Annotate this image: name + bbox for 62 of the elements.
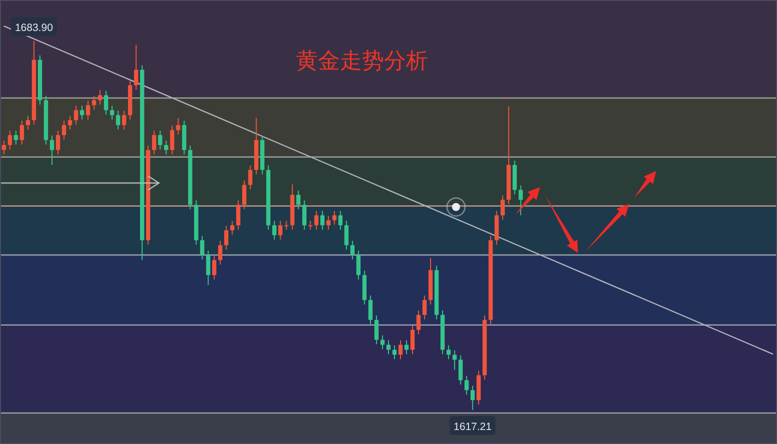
- candlestick: [272, 220, 276, 240]
- candlestick: [8, 130, 12, 150]
- candlestick: [410, 324, 415, 355]
- candlestick: [518, 184, 523, 216]
- candlestick: [404, 340, 409, 355]
- candlestick: [422, 295, 427, 320]
- candlestick: [398, 340, 403, 360]
- candlestick: [332, 210, 337, 226]
- candlestick: [26, 115, 30, 130]
- candlestick: [200, 235, 204, 260]
- candlestick: [236, 200, 240, 230]
- candlestick: [110, 105, 114, 120]
- candlestick: [158, 130, 162, 150]
- candlestick: [14, 130, 18, 145]
- candlestick: [218, 240, 222, 266]
- annotation: 1617.21: [454, 421, 492, 434]
- candlestick: [134, 44, 138, 90]
- candlestick: [2, 140, 6, 155]
- candlestick: [20, 120, 24, 145]
- candlestick: [338, 210, 343, 230]
- candlestick: [56, 130, 60, 155]
- candlestick: [230, 220, 234, 236]
- candlestick: [458, 354, 463, 386]
- candlestick: [68, 115, 72, 130]
- candlestick: [350, 240, 355, 260]
- candlestick: [302, 200, 306, 230]
- candlestick: [86, 100, 90, 120]
- candlestick: [452, 350, 457, 370]
- candlestick: [206, 250, 210, 286]
- candlestick: [416, 310, 421, 335]
- candlestick: [374, 314, 379, 345]
- text: 黄金走势分析: [296, 49, 428, 74]
- candlestick: [242, 180, 246, 210]
- candlestick: [386, 340, 391, 355]
- candlestick: [320, 210, 324, 230]
- candlestick: [104, 90, 108, 116]
- candlestick: [470, 385, 475, 411]
- candlestick: [500, 194, 505, 220]
- candlestick: [464, 375, 469, 396]
- candlestick: [164, 140, 168, 155]
- candlestick: [380, 334, 385, 350]
- candlestick: [50, 135, 54, 166]
- candlestick: [296, 190, 300, 210]
- candlestick: [314, 210, 318, 230]
- candlestick: [326, 215, 331, 230]
- candlestick: [170, 125, 174, 155]
- candlestick: [122, 110, 126, 130]
- candlestick: [212, 255, 216, 280]
- candlestick: [224, 225, 228, 250]
- candlestick: [368, 295, 373, 325]
- candlestick: [176, 117, 180, 136]
- candlestick: [92, 95, 96, 110]
- candlestick: [356, 250, 361, 280]
- candlestick: [62, 120, 66, 140]
- candlestick: [98, 90, 102, 106]
- candlestick: [74, 105, 78, 126]
- annotation: 1683.90: [14, 22, 54, 34]
- candlestick: [152, 130, 156, 155]
- candlestick: [80, 105, 84, 120]
- candlestick: [344, 220, 349, 250]
- candlestick: [248, 165, 252, 190]
- candlestick: [116, 110, 120, 130]
